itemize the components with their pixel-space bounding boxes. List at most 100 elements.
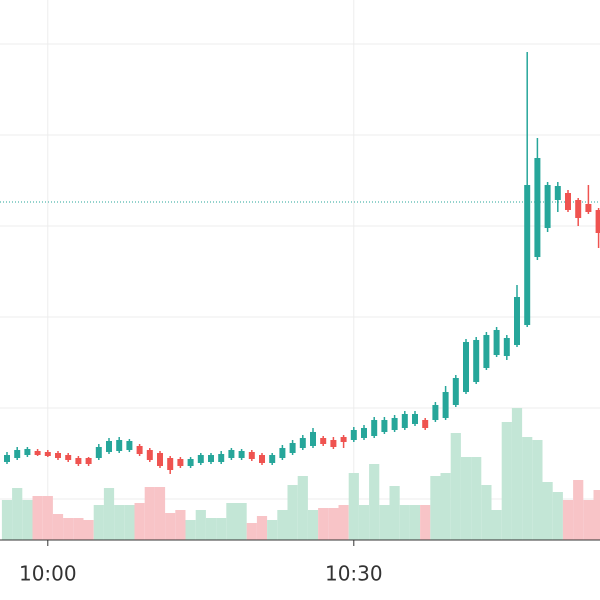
volume-bar xyxy=(154,487,166,540)
candle-body xyxy=(157,453,163,466)
volume-bar xyxy=(267,520,278,540)
volume-bar xyxy=(501,422,512,540)
candle-body xyxy=(371,420,378,436)
volume-bar xyxy=(430,476,441,540)
volume-bar xyxy=(491,510,502,540)
volume-bar xyxy=(583,500,594,540)
candle-body xyxy=(24,449,31,455)
candle-body xyxy=(208,455,214,462)
candle-body xyxy=(524,185,531,325)
candle-body xyxy=(106,441,112,452)
candle-body xyxy=(279,448,286,458)
candle-body xyxy=(432,405,439,420)
volume-bar xyxy=(460,457,472,540)
candle-body xyxy=(95,447,102,458)
candle-body xyxy=(146,450,153,460)
volume-bar xyxy=(369,464,380,540)
volume-bar xyxy=(114,505,125,540)
volume-bar xyxy=(358,505,370,540)
candle-body xyxy=(44,452,51,456)
candle-body xyxy=(238,451,245,458)
volume-bar xyxy=(216,518,227,540)
volume-bar xyxy=(573,480,584,540)
candle-body xyxy=(534,158,541,257)
candle-body xyxy=(85,458,92,464)
candle-body xyxy=(269,455,276,463)
volume-bar xyxy=(42,496,53,540)
candle-body xyxy=(422,420,429,428)
candle-body xyxy=(126,441,133,450)
volume-bar xyxy=(542,482,553,540)
candle-body xyxy=(340,437,347,442)
volume-bar xyxy=(22,500,33,540)
candle-body xyxy=(503,338,510,356)
volume-bar xyxy=(63,518,74,540)
volume-bar xyxy=(165,513,176,540)
volume-bar xyxy=(297,476,308,540)
volume-bar xyxy=(328,508,339,540)
candle-body xyxy=(55,453,61,458)
candle-body xyxy=(575,200,582,218)
candle-body xyxy=(493,330,500,355)
volume-bar xyxy=(32,496,43,540)
candle-body xyxy=(259,455,265,463)
volume-bar xyxy=(124,505,135,540)
candle-body xyxy=(554,186,561,200)
candle-body xyxy=(187,459,194,466)
candle-body xyxy=(381,420,388,432)
volume-bar xyxy=(348,473,359,540)
candle-body xyxy=(320,438,327,444)
candle-body xyxy=(514,297,520,345)
volume-bar xyxy=(175,510,186,540)
volume-bar xyxy=(52,514,64,540)
volume-bar xyxy=(440,473,451,540)
candle-body xyxy=(330,440,337,447)
candle-body xyxy=(442,392,449,418)
volume-bar xyxy=(236,503,247,540)
volume-bar xyxy=(144,487,155,540)
volume-bar xyxy=(83,520,94,540)
volume-bar xyxy=(185,520,196,540)
volume-bar xyxy=(338,505,349,540)
candle-body xyxy=(391,418,398,430)
candle-body xyxy=(34,451,41,455)
volume-bar xyxy=(409,505,421,540)
candle-body xyxy=(310,432,316,446)
volume-bar xyxy=(205,518,217,540)
volume-bar xyxy=(552,492,563,540)
candle-body xyxy=(361,428,367,438)
volume-bar xyxy=(277,510,288,540)
volume-bar xyxy=(481,485,492,540)
volume-bar xyxy=(522,437,533,540)
candle-body xyxy=(218,454,225,462)
volume-bar xyxy=(562,500,574,540)
candle-body xyxy=(75,458,82,464)
candle-body xyxy=(136,446,143,454)
volume-bar xyxy=(93,505,104,540)
volume-bar xyxy=(307,510,319,540)
volume-bar xyxy=(593,490,600,540)
candle-body xyxy=(473,340,480,382)
candle-body xyxy=(197,455,204,463)
volume-bar xyxy=(1,500,13,540)
volume-bar xyxy=(256,516,268,540)
candle-body xyxy=(248,452,255,459)
candle-body xyxy=(167,458,174,470)
volume-bar xyxy=(399,505,410,540)
volume-bar xyxy=(532,440,543,540)
volume-bar xyxy=(420,505,431,540)
candle-body xyxy=(585,204,592,212)
candle-body xyxy=(4,455,10,462)
volume-bar xyxy=(379,505,390,540)
x-tick-label: 10:30 xyxy=(325,562,383,586)
candle-body xyxy=(289,443,296,453)
volume-bar xyxy=(226,503,237,540)
volume-bar xyxy=(511,408,523,540)
volume-bar xyxy=(471,457,482,540)
candle-body xyxy=(177,459,184,466)
candle-body xyxy=(412,414,418,424)
volume-bar xyxy=(450,433,461,540)
candle-body xyxy=(350,430,357,440)
candle-body xyxy=(299,438,306,448)
